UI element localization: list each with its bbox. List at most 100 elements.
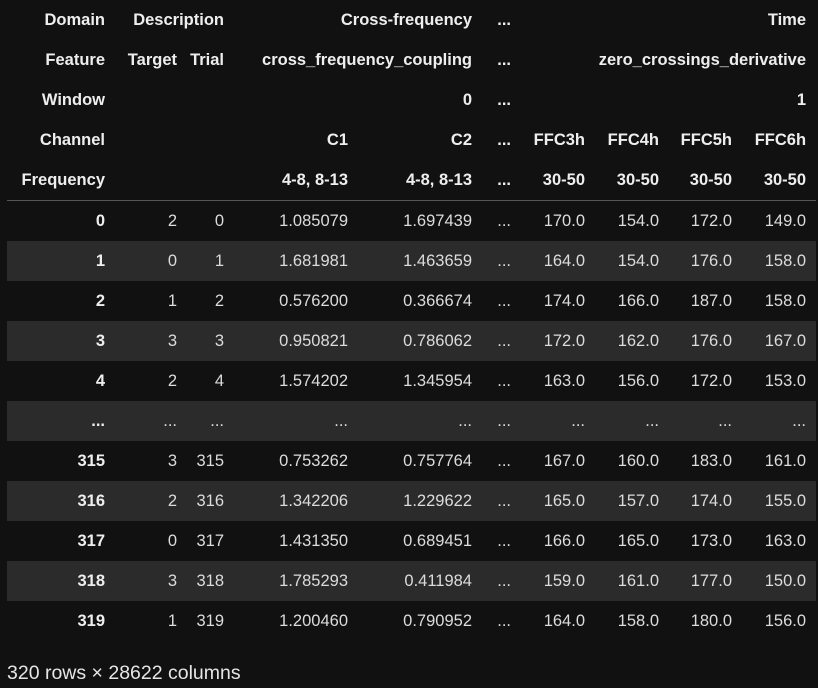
cell-ffc4h: 161.0 — [617, 571, 659, 590]
header-empty-cell — [187, 80, 234, 120]
header-frequency-c2: 4-8, 8-13 — [358, 160, 482, 201]
cell-ffc3h: 163.0 — [543, 371, 585, 390]
cell-trial: 0 — [214, 211, 224, 230]
cell-target: ... — [163, 411, 177, 430]
table-row: 4 2 4 1.574202 1.345954... 163.0 156.0 172.0 153… — [7, 361, 817, 401]
cell-ffc6h: 156.0 — [764, 611, 807, 630]
cell-ffc6h: 167.0 — [764, 331, 807, 350]
header-frequency-ffc5h: 30-50 — [669, 160, 742, 201]
header-feature-trial: Trial — [190, 50, 224, 69]
cell-ffc4h: 158.0 — [617, 611, 659, 630]
cell-target: 3 — [167, 331, 177, 350]
cell-ffc3h: 172.0 — [543, 331, 585, 350]
cell-ffc5h: 173.0 — [690, 531, 732, 550]
row-index: 1 — [95, 251, 105, 270]
cell-target: 2 — [167, 491, 177, 510]
cell-target: 3 — [167, 571, 177, 590]
cell-ellipsis: ... — [497, 251, 511, 270]
cell-ffc3h: 167.0 — [543, 451, 585, 470]
row-index: 318 — [77, 571, 105, 590]
row-index: 3 — [95, 331, 105, 350]
cell-ffc5h: 174.0 — [690, 491, 732, 510]
dataframe-shape-caption: 320 rows × 28622 columns — [7, 662, 241, 684]
cell-trial: 317 — [196, 531, 224, 550]
cell-cfc-c1: 1.681981 — [279, 251, 348, 270]
header-channel-c1: C1 — [326, 130, 348, 149]
cell-ffc6h: 153.0 — [764, 371, 807, 390]
header-feature-target: Target — [127, 50, 177, 69]
cell-cfc-c1: 1.085079 — [279, 211, 348, 230]
cell-cfc-c2: 0.366674 — [403, 291, 472, 310]
row-index: 319 — [77, 611, 105, 630]
cell-cfc-c1: 1.431350 — [279, 531, 348, 550]
table-row: 316 2 316 1.342206 1.229622... 165.0 157.0 174.… — [7, 481, 817, 521]
cell-trial: ... — [210, 411, 224, 430]
table-row: 2 1 2 0.576200 0.366674... 174.0 166.0 187.0 158… — [7, 281, 817, 321]
cell-ffc3h: 159.0 — [543, 571, 585, 590]
cell-ffc4h: 157.0 — [617, 491, 659, 510]
cell-ellipsis: ... — [497, 451, 511, 470]
header-row-frequency: Frequency 4-8, 8-13 4-8, 8-13 ... 30-50 … — [7, 160, 817, 201]
cell-ffc3h: 170.0 — [543, 211, 585, 230]
cell-ellipsis: ... — [497, 491, 511, 510]
cell-ffc5h: 176.0 — [690, 331, 732, 350]
header-window-time: 1 — [796, 90, 807, 109]
cell-trial: 315 — [196, 451, 224, 470]
cell-cfc-c1: 0.576200 — [279, 291, 348, 310]
cell-trial: 2 — [214, 291, 224, 310]
cell-ffc3h: 164.0 — [543, 611, 585, 630]
header-ellipsis: ... — [497, 50, 511, 69]
cell-ffc4h: ... — [645, 411, 659, 430]
header-feature-cfc: cross_frequency_coupling — [262, 50, 472, 69]
cell-cfc-c2: 1.345954 — [403, 371, 472, 390]
table-row: 3 3 3 0.950821 0.786062... 172.0 162.0 176.0 167… — [7, 321, 817, 361]
table-row: 1 0 1 1.681981 1.463659... 164.0 154.0 176.0 158… — [7, 241, 817, 281]
cell-ffc3h: 165.0 — [543, 491, 585, 510]
cell-ffc4h: 154.0 — [617, 251, 659, 270]
table-row: 315 3 315 0.753262 0.757764... 167.0 160.0 183.… — [7, 441, 817, 481]
header-domain-time: Time — [767, 10, 807, 29]
cell-cfc-c2: ... — [458, 411, 472, 430]
header-ellipsis: ... — [497, 90, 511, 109]
row-index: 0 — [95, 211, 105, 230]
row-index: 316 — [77, 491, 105, 510]
cell-cfc-c1: 1.342206 — [279, 491, 348, 510]
cell-ffc3h: ... — [571, 411, 585, 430]
cell-ffc6h: 163.0 — [764, 531, 807, 550]
header-row-channel: Channel C1 C2 ... FFC3h FFC4h FFC5h FFC6… — [7, 120, 816, 160]
cell-target: 0 — [167, 251, 177, 270]
cell-ffc5h: 177.0 — [690, 571, 732, 590]
cell-cfc-c2: 1.463659 — [403, 251, 472, 270]
cell-ffc5h: 180.0 — [690, 611, 732, 630]
cell-trial: 3 — [214, 331, 224, 350]
cell-ffc3h: 164.0 — [543, 251, 585, 270]
cell-trial: 318 — [196, 571, 224, 590]
cell-cfc-c2: 0.786062 — [403, 331, 472, 350]
cell-ffc5h: 176.0 — [690, 251, 732, 270]
cell-cfc-c2: 0.689451 — [403, 531, 472, 550]
cell-target: 3 — [167, 451, 177, 470]
cell-trial: 4 — [214, 371, 224, 390]
table-row: 317 0 317 1.431350 0.689451... 166.0 165.0 173.… — [7, 521, 817, 561]
cell-ffc6h: 161.0 — [764, 451, 807, 470]
cell-target: 1 — [167, 291, 177, 310]
header-index-label: Frequency — [7, 160, 115, 201]
cell-ffc6h: 158.0 — [764, 291, 807, 310]
header-row-feature: Feature Target Trial cross_frequency_cou… — [7, 40, 816, 80]
cell-target: 0 — [167, 531, 177, 550]
cell-ffc4h: 166.0 — [617, 291, 659, 310]
row-index: 4 — [95, 371, 105, 390]
cell-cfc-c2: 0.757764 — [403, 451, 472, 470]
header-feature-zcd: zero_crossings_derivative — [598, 50, 807, 69]
cell-ffc3h: 174.0 — [543, 291, 585, 310]
dataframe-output: Domain Description Cross-frequency ... T… — [7, 0, 817, 641]
cell-cfc-c2: 1.229622 — [403, 491, 472, 510]
header-channel-ffc6h: FFC6h — [754, 130, 807, 149]
cell-ellipsis: ... — [497, 331, 511, 350]
table-body: 0 2 0 1.085079 1.697439... 170.0 154.0 172.0 149… — [7, 200, 817, 641]
cell-ffc4h: 156.0 — [617, 371, 659, 390]
cell-cfc-c2: 0.790952 — [403, 611, 472, 630]
cell-ellipsis: ... — [497, 531, 511, 550]
cell-ellipsis: ... — [497, 371, 511, 390]
cell-trial: 316 — [196, 491, 224, 510]
